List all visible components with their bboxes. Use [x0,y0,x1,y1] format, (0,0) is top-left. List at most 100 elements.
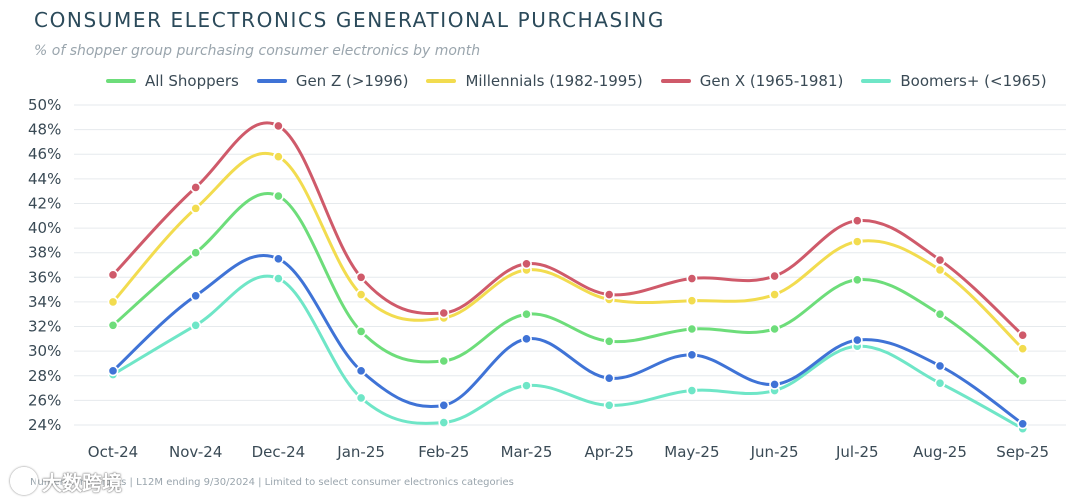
legend-label-gen-x: Gen X (1965-1981) [699,72,844,90]
data-point-boomers [438,417,450,428]
data-point-genx [190,182,202,193]
legend-item-all-shoppers[interactable]: All Shoppers [106,72,239,90]
data-point-all [190,247,202,259]
data-point-genx [934,254,946,266]
data-point-genz [1017,418,1029,430]
data-point-boomers [521,380,532,392]
data-point-genx [355,271,367,283]
data-point-all [521,308,532,320]
data-point-genx [603,289,615,300]
y-tick-label: 38% [28,244,61,262]
data-point-millennials [107,296,119,308]
x-tick-label: Feb-25 [418,443,469,461]
y-tick-label: 44% [28,170,61,188]
x-tick-label: Jun-25 [750,443,799,461]
watermark-logo-icon [10,467,38,495]
data-point-millennials [851,236,863,248]
y-tick-label: 24% [28,416,61,434]
data-point-genz [603,372,615,384]
data-point-genx [272,120,284,132]
data-point-millennials [769,289,780,300]
y-tick-label: 32% [28,318,61,336]
data-point-boomers [686,385,698,396]
chart-title: CONSUMER ELECTRONICS GENERATIONAL PURCHA… [34,8,665,32]
legend-label-gen-z: Gen Z (>1996) [295,72,409,90]
x-tick-label: Nov-24 [169,443,222,461]
y-tick-label: 48% [28,121,61,139]
data-point-all [107,319,119,331]
x-tick-label: May-25 [664,443,719,461]
x-tick-label: Jan-25 [336,443,385,461]
data-point-millennials [355,289,367,300]
data-point-genx [521,258,532,270]
legend-swatch-gen-x [660,79,691,83]
y-tick-label: 46% [28,145,61,163]
y-tick-label: 40% [28,219,61,237]
data-point-genx [438,307,450,319]
data-point-all [603,335,615,347]
data-point-genz [686,349,698,361]
data-point-genz [190,290,202,302]
data-point-genx [107,269,119,281]
data-point-genz [107,365,119,377]
data-point-boomers [190,319,202,331]
data-point-genz [769,378,780,390]
data-point-all [355,326,367,337]
legend-item-gen-x[interactable]: Gen X (1965-1981) [660,72,844,90]
data-point-all [438,355,450,367]
legend-swatch-all-shoppers [106,79,136,83]
data-point-genx [686,273,698,284]
data-point-boomers [272,273,284,284]
legend-item-millennials[interactable]: Millennials (1982-1995) [426,72,643,90]
data-point-millennials [272,151,284,163]
data-point-all [686,323,698,335]
data-point-genx [851,215,863,227]
y-tick-label: 28% [28,367,61,385]
data-point-genz [934,360,946,372]
data-point-boomers [603,399,615,411]
legend-swatch-boomers [861,79,892,83]
data-point-all [851,274,863,286]
legend-item-boomers[interactable]: Boomers+ (<1965) [861,72,1047,90]
data-point-millennials [190,202,202,214]
data-point-genz [438,399,450,411]
series-line-boomers [111,274,1025,431]
chart-legend: All Shoppers Gen Z (>1996) Millennials (… [106,72,1065,90]
x-tick-label: Sep-25 [996,443,1049,461]
x-tick-label: Apr-25 [584,443,634,461]
legend-label-all-shoppers: All Shoppers [145,72,239,90]
legend-swatch-millennials [426,79,457,83]
legend-label-millennials: Millennials (1982-1995) [465,72,643,90]
data-point-genz [521,333,532,345]
data-point-all [934,308,946,320]
x-tick-label: Aug-25 [913,443,967,461]
data-point-all [769,323,780,335]
x-tick-label: Mar-25 [501,443,553,461]
chart-footnote: Numerator Insights | L12M ending 9/30/20… [30,477,514,488]
legend-swatch-gen-z [256,79,287,83]
data-point-genx [769,270,780,282]
chart-subtitle: % of shopper group purchasing consumer e… [34,43,481,59]
data-point-millennials [934,264,946,276]
data-point-boomers [934,377,946,389]
data-point-all [1017,375,1029,387]
x-tick-label: Dec-24 [252,443,306,461]
data-point-genz [355,365,367,377]
legend-item-gen-z[interactable]: Gen Z (>1996) [256,72,409,90]
data-point-genz [272,253,284,265]
data-point-genx [1017,329,1029,341]
y-tick-label: 26% [28,391,61,409]
y-tick-label: 42% [28,194,61,212]
x-tick-label: Jul-25 [835,443,879,461]
y-tick-label: 30% [28,342,61,360]
series-line-millennials [111,151,1025,351]
legend-label-boomers: Boomers+ (<1965) [900,72,1047,90]
watermark-text: 大数跨境 [42,470,122,495]
data-point-genz [851,334,863,346]
x-tick-label: Oct-24 [88,443,138,461]
watermark: 大数跨境 [10,466,140,496]
data-point-boomers [355,392,367,404]
y-tick-label: 36% [28,268,61,286]
data-point-millennials [686,295,698,307]
